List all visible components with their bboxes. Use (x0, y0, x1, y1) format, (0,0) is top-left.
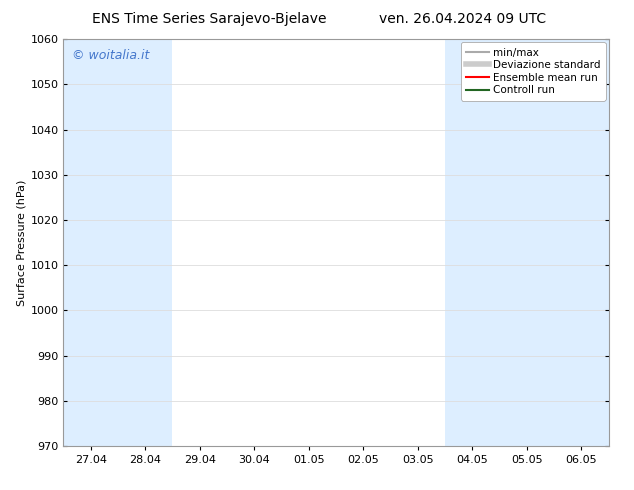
Y-axis label: Surface Pressure (hPa): Surface Pressure (hPa) (16, 179, 26, 306)
Text: ven. 26.04.2024 09 UTC: ven. 26.04.2024 09 UTC (379, 12, 547, 26)
Bar (63, 39, 172, 446)
Bar (445, 39, 609, 446)
Text: ENS Time Series Sarajevo-Bjelave: ENS Time Series Sarajevo-Bjelave (92, 12, 327, 26)
Legend: min/max, Deviazione standard, Ensemble mean run, Controll run: min/max, Deviazione standard, Ensemble m… (460, 42, 605, 100)
Text: © woitalia.it: © woitalia.it (72, 49, 149, 62)
